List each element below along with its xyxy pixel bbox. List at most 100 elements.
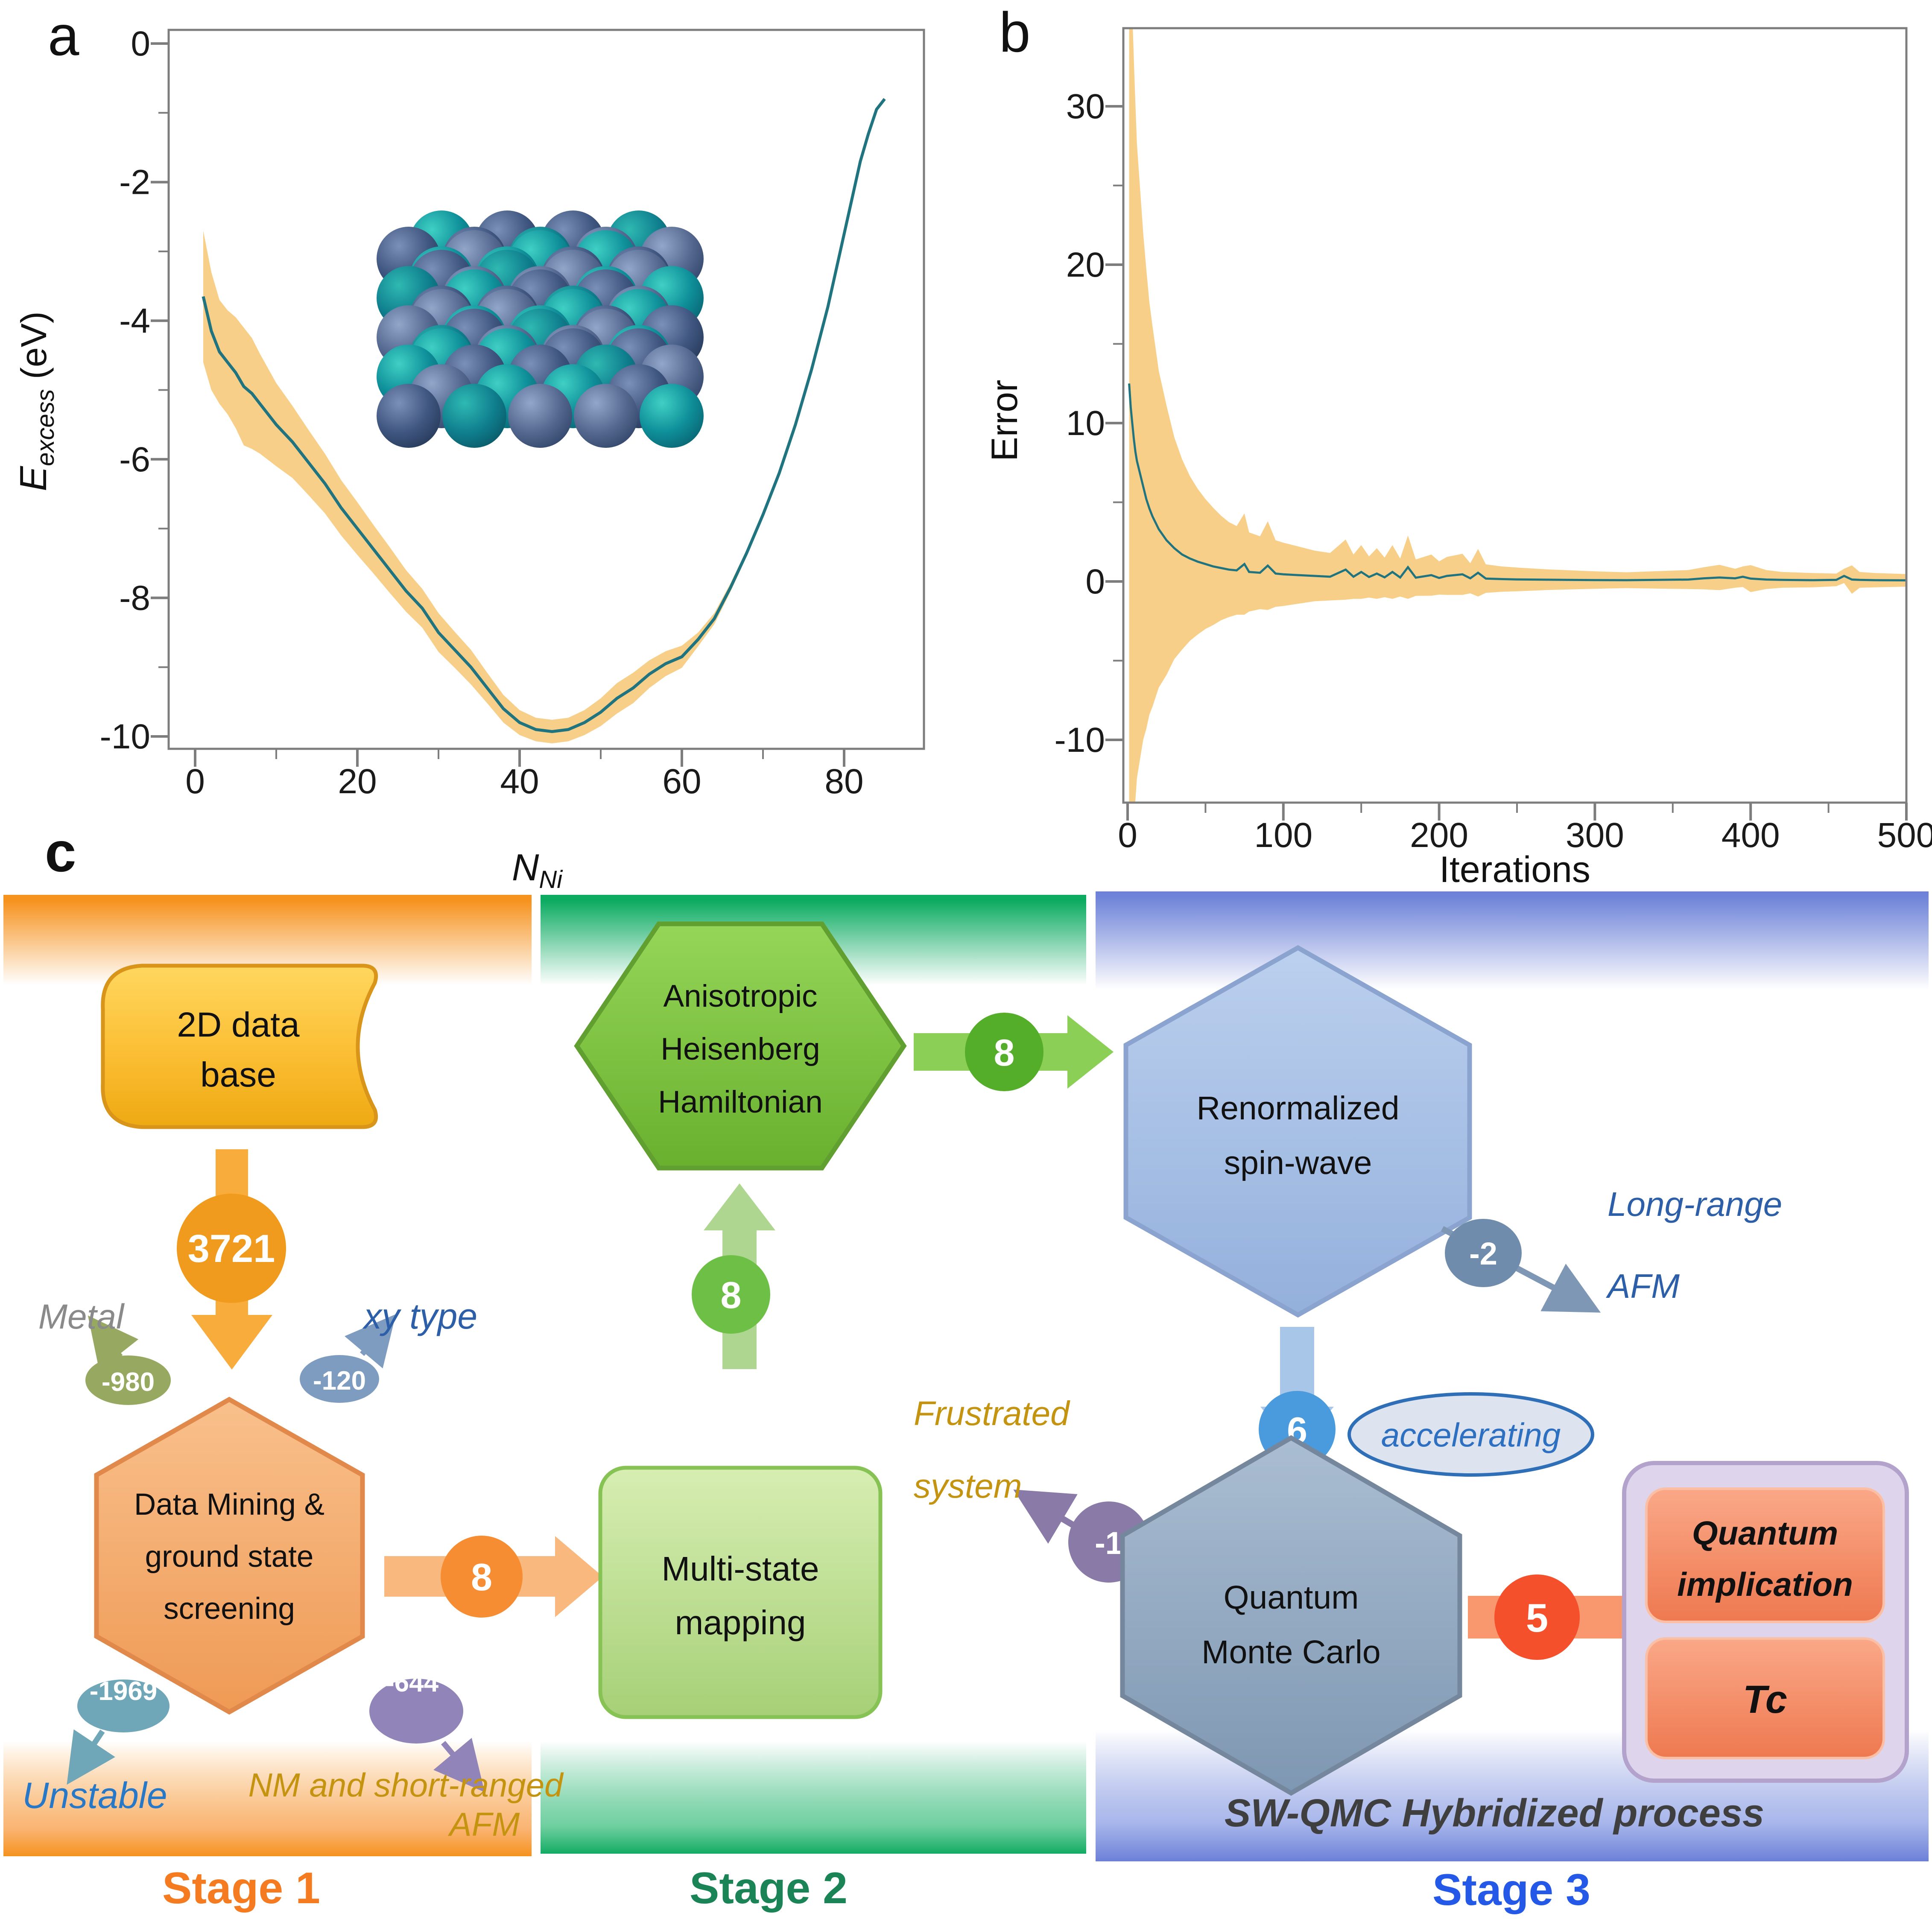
qmc-label: Quantum <box>1224 1579 1359 1616</box>
stage2-transfer-arrow-head <box>1067 1015 1114 1089</box>
x-tick-label: 0 <box>1118 816 1137 855</box>
flowchart-canvas: 2D data base 3721 Metal -980 xy type -12… <box>3 891 1929 1915</box>
metal-label: Metal <box>38 1297 125 1336</box>
x-tick-label: 200 <box>1410 816 1468 855</box>
panel-a-label: a <box>48 4 79 67</box>
quantum-implication-label: implication <box>1677 1566 1853 1603</box>
accelerating-label: accelerating <box>1381 1416 1561 1454</box>
count-1969: -1969 <box>90 1677 158 1706</box>
cluster-sphere <box>508 384 572 448</box>
stage1-transfer-count: 8 <box>471 1556 492 1599</box>
database-shape <box>101 964 378 1129</box>
y-tick-label: 30 <box>1066 87 1105 126</box>
spinwave-label: Renormalized <box>1196 1090 1399 1127</box>
quantum-implication-box <box>1645 1487 1885 1623</box>
count-1969-badge <box>77 1679 170 1732</box>
panel-b-ylabel: Error <box>984 380 1025 461</box>
y-tick-label: 10 <box>1066 404 1105 443</box>
y-tick-label: 20 <box>1066 245 1105 284</box>
count-3721: 3721 <box>188 1227 275 1271</box>
data-mining-label: screening <box>164 1592 295 1626</box>
heisenberg-label: Heisenberg <box>661 1032 820 1066</box>
stage3-transfer-count: 5 <box>1526 1595 1548 1640</box>
database-label: 2D data <box>177 1005 300 1044</box>
stage1-transfer-badge <box>441 1536 523 1618</box>
stage2-transfer-badge <box>965 1013 1043 1091</box>
stage1-caption: Stage 1 <box>162 1864 320 1913</box>
band-clip-group <box>1128 28 1906 803</box>
x-tick-label: 60 <box>662 762 701 801</box>
y-tick-label: -6 <box>119 440 150 479</box>
xy-branch-arrow <box>344 1314 396 1369</box>
y-tick-label: 0 <box>1085 562 1105 601</box>
cluster-sphere <box>640 384 704 448</box>
spinwave-label: spin-wave <box>1224 1145 1372 1181</box>
x-tick-label: 400 <box>1722 816 1780 855</box>
panel-c-label: c <box>45 821 76 883</box>
down-arrow-head <box>191 1315 272 1370</box>
y-tick-label: -10 <box>1054 721 1105 759</box>
heisenberg-hexagon <box>574 921 907 1171</box>
band-clip-group <box>202 98 886 744</box>
stage2-bottom-banner <box>541 1741 1086 1854</box>
nm-afm-label: NM and short-ranged <box>248 1766 564 1804</box>
multistate-mapping-box <box>598 1466 883 1719</box>
x-tick-label: 100 <box>1254 816 1312 855</box>
unstable-branch-arrow <box>67 1729 115 1785</box>
mean-line <box>1128 383 1906 581</box>
database-label: base <box>200 1055 276 1094</box>
cluster-sphere <box>377 384 441 448</box>
panel-a-ylabel: Eexcess (eV) <box>12 311 59 491</box>
count-3721-badge <box>177 1194 286 1303</box>
panel-a-xlabel: NNi <box>512 846 563 894</box>
count-644-badge <box>369 1679 463 1744</box>
count-minus2: -2 <box>1469 1236 1497 1271</box>
multistate-label: mapping <box>675 1604 806 1642</box>
data-mining-label: ground state <box>145 1540 314 1574</box>
count-120-badge <box>300 1355 379 1403</box>
unstable-label: Unstable <box>22 1775 167 1816</box>
count-644: -644 <box>386 1668 439 1697</box>
tc-label: Tc <box>1743 1678 1787 1721</box>
y-tick-label: 0 <box>131 24 150 63</box>
x-tick-label: 20 <box>338 762 377 801</box>
qmc-label: Monte Carlo <box>1201 1634 1380 1671</box>
y-tick-label: -4 <box>119 301 150 340</box>
nanoparticle-cluster-inset <box>377 210 704 448</box>
cluster-sphere <box>574 384 638 448</box>
nm-branch-arrow <box>433 1738 485 1792</box>
x-tick-label: 0 <box>185 762 205 801</box>
data-mining-hexagon <box>94 1396 365 1715</box>
mean-line <box>202 98 886 733</box>
stage3-transfer-badge <box>1494 1574 1580 1660</box>
stage3-caption: Stage 3 <box>1432 1865 1590 1915</box>
xy-type-label: xy type <box>362 1296 477 1336</box>
x-tick-label: 500 <box>1877 816 1932 855</box>
stage2-transfer-count: 8 <box>994 1031 1015 1074</box>
qmc-hexagon <box>1120 1435 1462 1796</box>
multistate-label: Multi-state <box>662 1550 819 1588</box>
charts-canvas: 0 20 40 60 800-2-4-6-8-10 0 100 200 300 400 50030… <box>12 24 1932 894</box>
count-minus1: -1 <box>1095 1525 1123 1561</box>
count-980: -980 <box>102 1367 155 1397</box>
quantum-implication-label: Quantum <box>1692 1514 1838 1552</box>
uncertainty-band <box>1129 28 1906 803</box>
tc-box <box>1645 1637 1885 1759</box>
panel-b-label: b <box>999 1 1031 64</box>
x-tick-label: 80 <box>824 762 863 801</box>
mapping-up-count: 8 <box>721 1274 742 1316</box>
x-tick-label: 40 <box>500 762 539 801</box>
mapping-up-arrow-head <box>704 1183 775 1230</box>
x-tick-label: 300 <box>1566 816 1624 855</box>
mapping-up-badge <box>692 1255 770 1334</box>
accelerating-bubble <box>1347 1392 1594 1477</box>
cluster-sphere <box>442 384 506 448</box>
count-980-badge <box>85 1355 171 1405</box>
data-mining-label: Data Mining & <box>134 1488 324 1522</box>
swqmc-process-label: SW-QMC Hybridized process <box>1225 1791 1764 1835</box>
stage2-caption: Stage 2 <box>690 1864 848 1913</box>
y-tick-label: -8 <box>119 578 150 617</box>
panel-b-xlabel: Iterations <box>1439 849 1590 890</box>
